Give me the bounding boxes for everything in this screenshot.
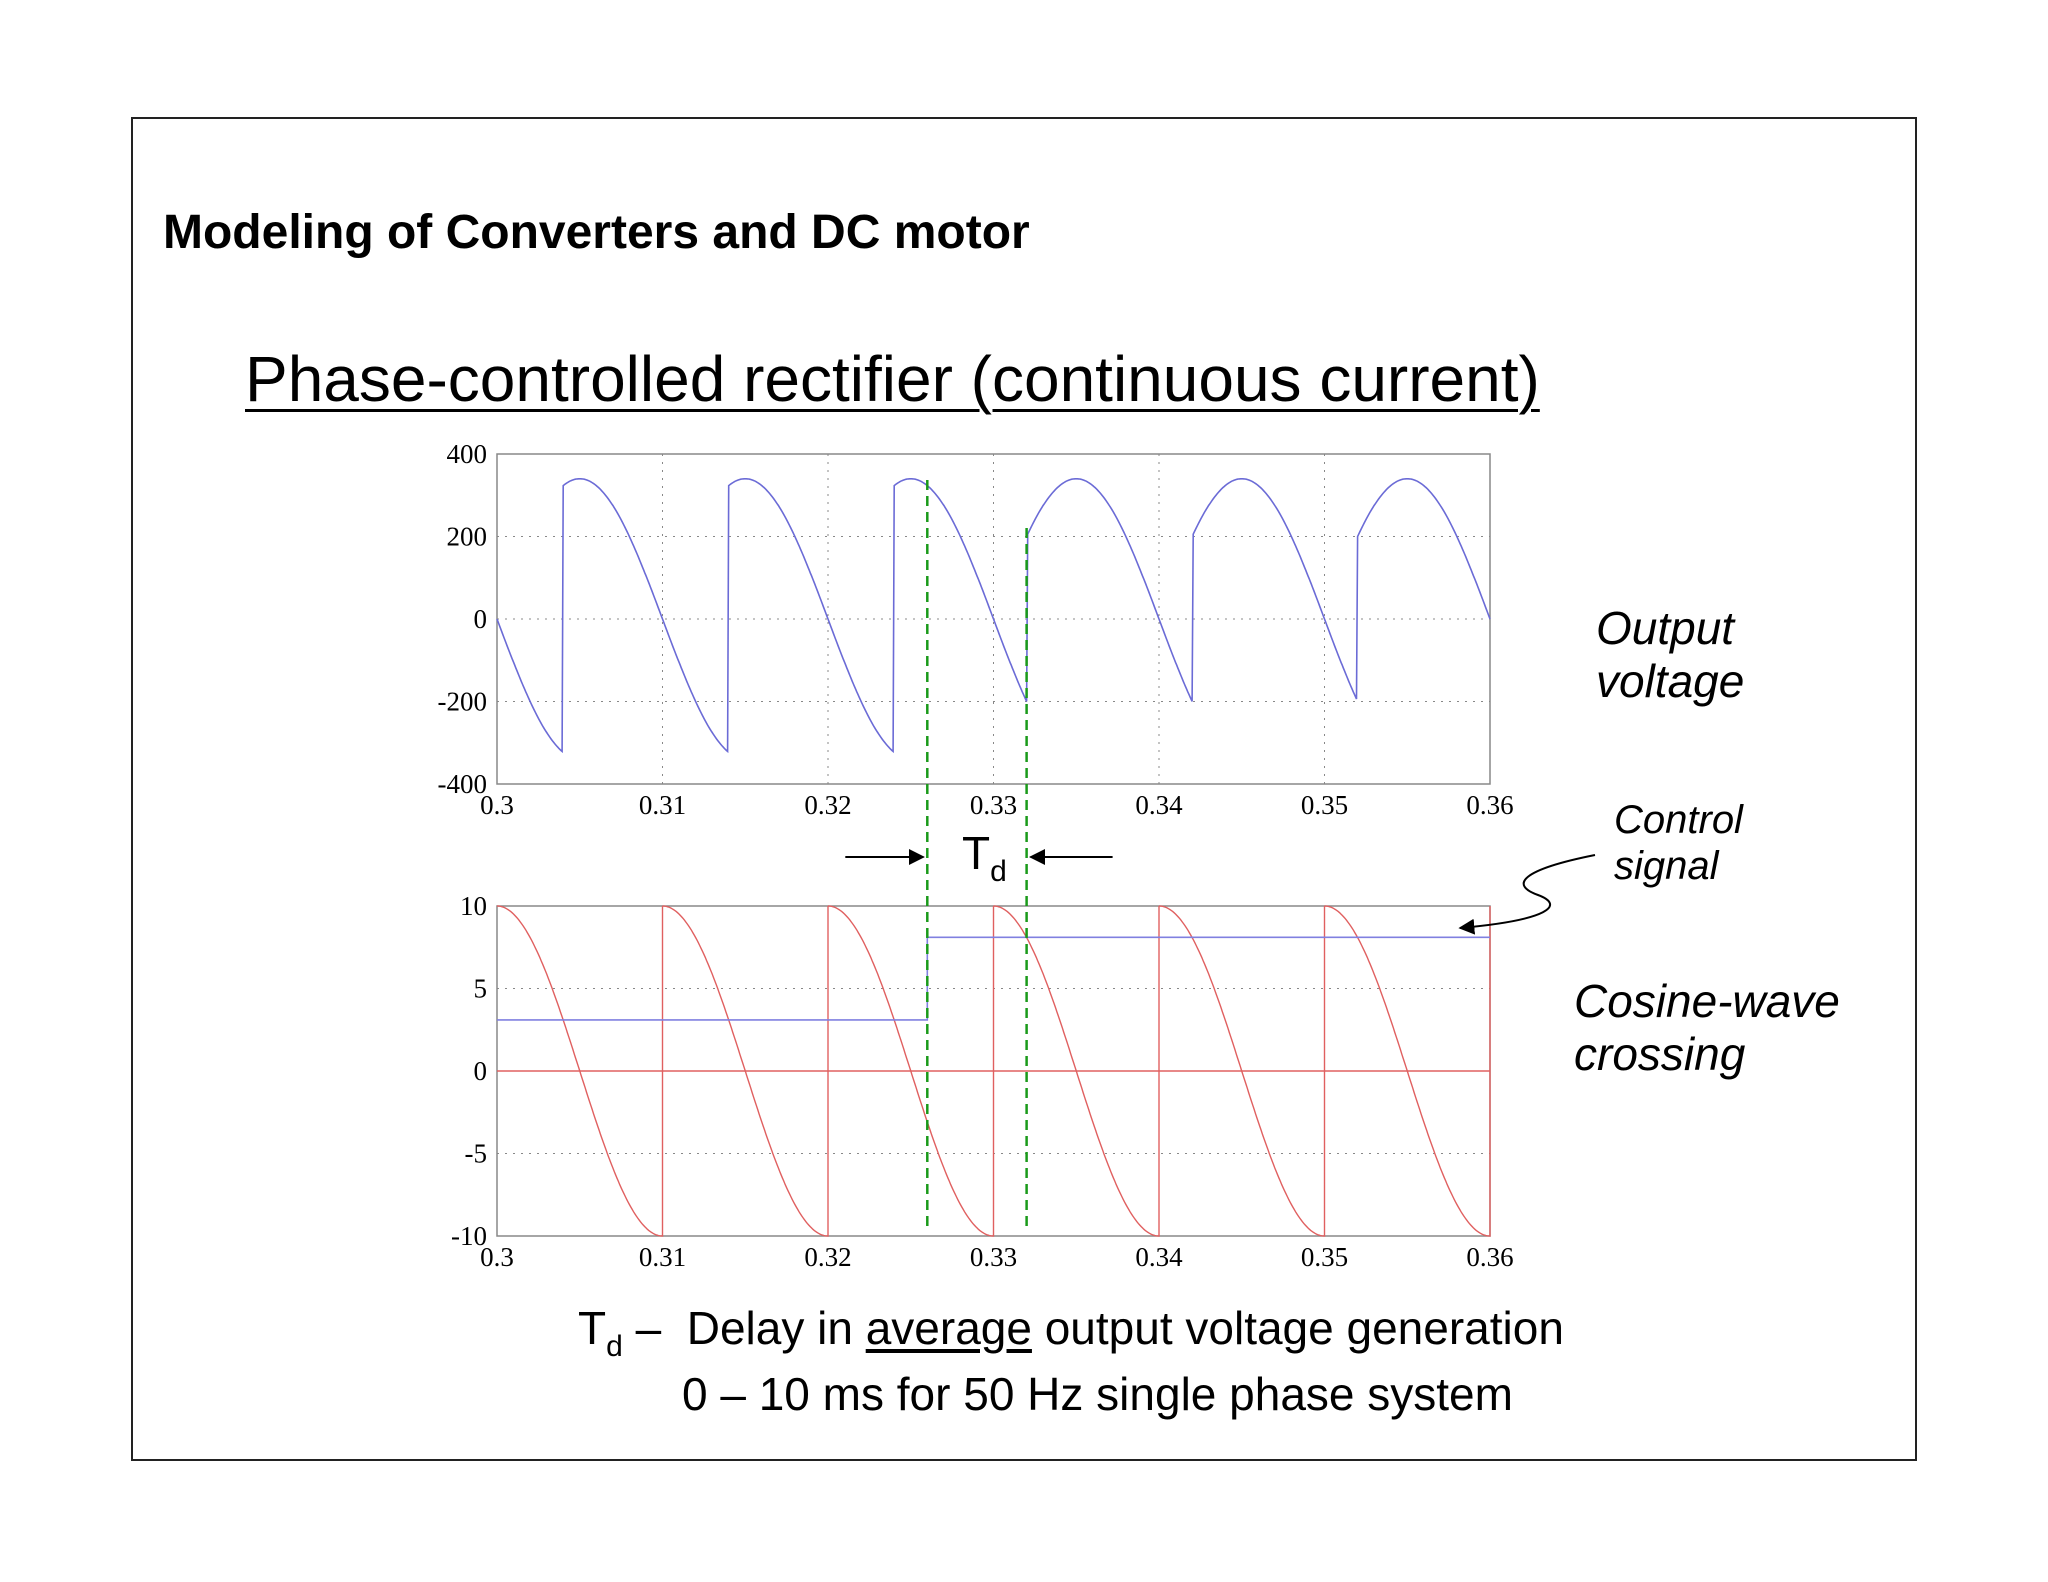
- control-signal-pointer: [1458, 854, 1596, 935]
- td-label: Td: [962, 826, 1007, 889]
- x-tick-label: 0.32: [804, 790, 851, 820]
- y-tick-label: 0: [474, 604, 488, 634]
- cosine-wave-label-line2: crossing: [1574, 1027, 1746, 1080]
- y-tick-label: -10: [451, 1221, 487, 1251]
- x-tick-label: 0.33: [970, 790, 1017, 820]
- y-tick-label: 10: [460, 891, 487, 921]
- control-signal-label-line1: Control: [1614, 798, 1743, 842]
- caption-line1: Td – Delay in average output voltage gen…: [578, 1300, 1564, 1366]
- y-tick-label: 0: [474, 1056, 488, 1086]
- series-output-voltage: [496, 478, 1491, 754]
- chart-panel-2: 0.3 0.31 0.32 0.33 0.34 0.35 0.36 10 5 0 -5 -10: [451, 891, 1514, 1272]
- x-tick-label: 0.35: [1301, 1242, 1348, 1272]
- y-tick-label: -200: [438, 687, 488, 717]
- x-tick-label: 0.34: [1135, 790, 1183, 820]
- x-tick-label: 0.33: [970, 1242, 1017, 1272]
- caption-prefix: – Delay in: [622, 1302, 866, 1354]
- caption-td-sub: d: [606, 1330, 623, 1363]
- td-label-main: T: [962, 827, 991, 879]
- series-cosine-wave: [496, 905, 1491, 1237]
- caption: Td – Delay in average output voltage gen…: [578, 1300, 1564, 1422]
- y-tick-label: -5: [465, 1139, 488, 1169]
- x-tick-label: 0.32: [804, 1242, 851, 1272]
- x-tick-label: 0.34: [1135, 1242, 1183, 1272]
- caption-underlined-word: average: [865, 1302, 1032, 1354]
- caption-td-main: T: [578, 1302, 607, 1354]
- y-tick-label: 200: [447, 522, 488, 552]
- td-label-sub: d: [990, 855, 1007, 888]
- y-tick-label: -400: [438, 769, 488, 799]
- y-tick-label: 400: [447, 439, 488, 469]
- y-tick-label: 5: [474, 974, 488, 1004]
- output-voltage-label-line2: voltage: [1596, 654, 1745, 707]
- output-voltage-label: Output voltage: [1596, 602, 1744, 708]
- caption-suffix: output voltage generation: [1031, 1302, 1564, 1354]
- x-tick-label: 0.35: [1301, 790, 1348, 820]
- x-tick-label: 0.31: [639, 1242, 686, 1272]
- cosine-wave-label-line1: Cosine-wave: [1574, 975, 1840, 1027]
- control-signal-label: Control signal: [1614, 797, 1743, 889]
- slide-header: Modeling of Converters and DC motor: [163, 206, 1030, 259]
- x-tick-label: 0.3: [480, 1242, 514, 1272]
- output-voltage-label-line1: Output: [1596, 602, 1735, 654]
- slide-frame: [131, 117, 1917, 1461]
- x-tick-label: 0.36: [1466, 1242, 1513, 1272]
- control-signal-label-line2: signal: [1614, 844, 1719, 888]
- x-tick-label: 0.31: [639, 790, 686, 820]
- x-tick-label: 0.36: [1466, 790, 1513, 820]
- slide-subtitle: Phase-controlled rectifier (continuous c…: [245, 343, 1540, 415]
- x-tick-label: 0.3: [480, 790, 514, 820]
- caption-line2: 0 – 10 ms for 50 Hz single phase system: [682, 1367, 1513, 1420]
- cosine-wave-label: Cosine-wave crossing: [1574, 975, 1840, 1081]
- chart-panel-1: 0.3 0.31 0.32 0.33 0.34 0.35 0.36 400 200 0 -200 -4…: [438, 439, 1514, 820]
